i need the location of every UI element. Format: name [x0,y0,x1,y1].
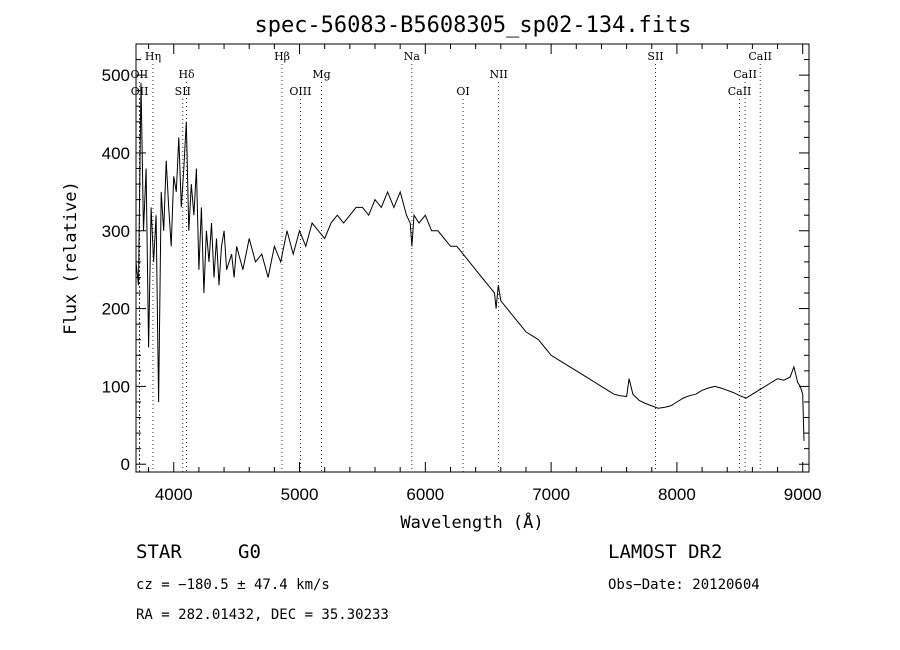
spectrum-line [135,82,805,441]
spectral-line-label: CaII [733,68,757,81]
spectral-line-label: OII [131,68,149,81]
y-tick-label: 300 [102,222,130,241]
survey-name: LAMOST DR2 [608,541,722,563]
y-axis-label: Flux (relative) [61,181,81,335]
sky-coordinates: RA = 282.01432, DEC = 35.30233 [136,607,389,623]
redshift-velocity: cz = −180.5 ± 47.4 km/s [136,577,330,593]
plot-frame [135,43,810,473]
spectral-line-label: Mg [312,68,330,81]
x-tick-label: 8000 [658,485,696,504]
spectral-line-label: NII [490,68,508,81]
spectral-line-label: CaII [748,50,772,63]
x-tick-label: 9000 [784,485,822,504]
spectral-line-label: Hδ [178,68,195,81]
spectral-line-label: OIII [289,85,311,98]
class-type: STAR [136,541,182,563]
x-tick-label: 4000 [155,485,193,504]
y-tick-label: 400 [102,144,130,163]
spectral-line-label: Hη [145,50,161,63]
spectral-line-label: CaII [728,85,752,98]
chart-title: spec-56083-B5608305_sp02-134.fits [254,13,691,38]
observation-date: Obs−Date: 20120604 [608,577,760,593]
spectral-line-label: OII [131,85,149,98]
y-tick-label: 200 [102,300,130,319]
y-tick-label: 500 [102,66,130,85]
spectral-line-label: SII [647,50,663,63]
axis-ticks: 4000 5000 6000 7000 8000 9000 0 100 200 300 400 500 [102,44,822,504]
y-tick-label: 100 [102,377,130,396]
x-tick-label: 6000 [406,485,444,504]
x-axis-label: Wavelength (Å) [400,511,543,533]
spectral-line-label: Hβ [274,50,290,63]
x-tick-label: 7000 [532,485,570,504]
spectral-line-label: OI [456,85,469,98]
subclass: G0 [238,541,261,563]
y-tick-label: 0 [121,455,130,474]
spectral-line-label: SII [175,85,191,98]
spectral-line-label: Na [404,50,421,63]
x-tick-label: 5000 [281,485,319,504]
